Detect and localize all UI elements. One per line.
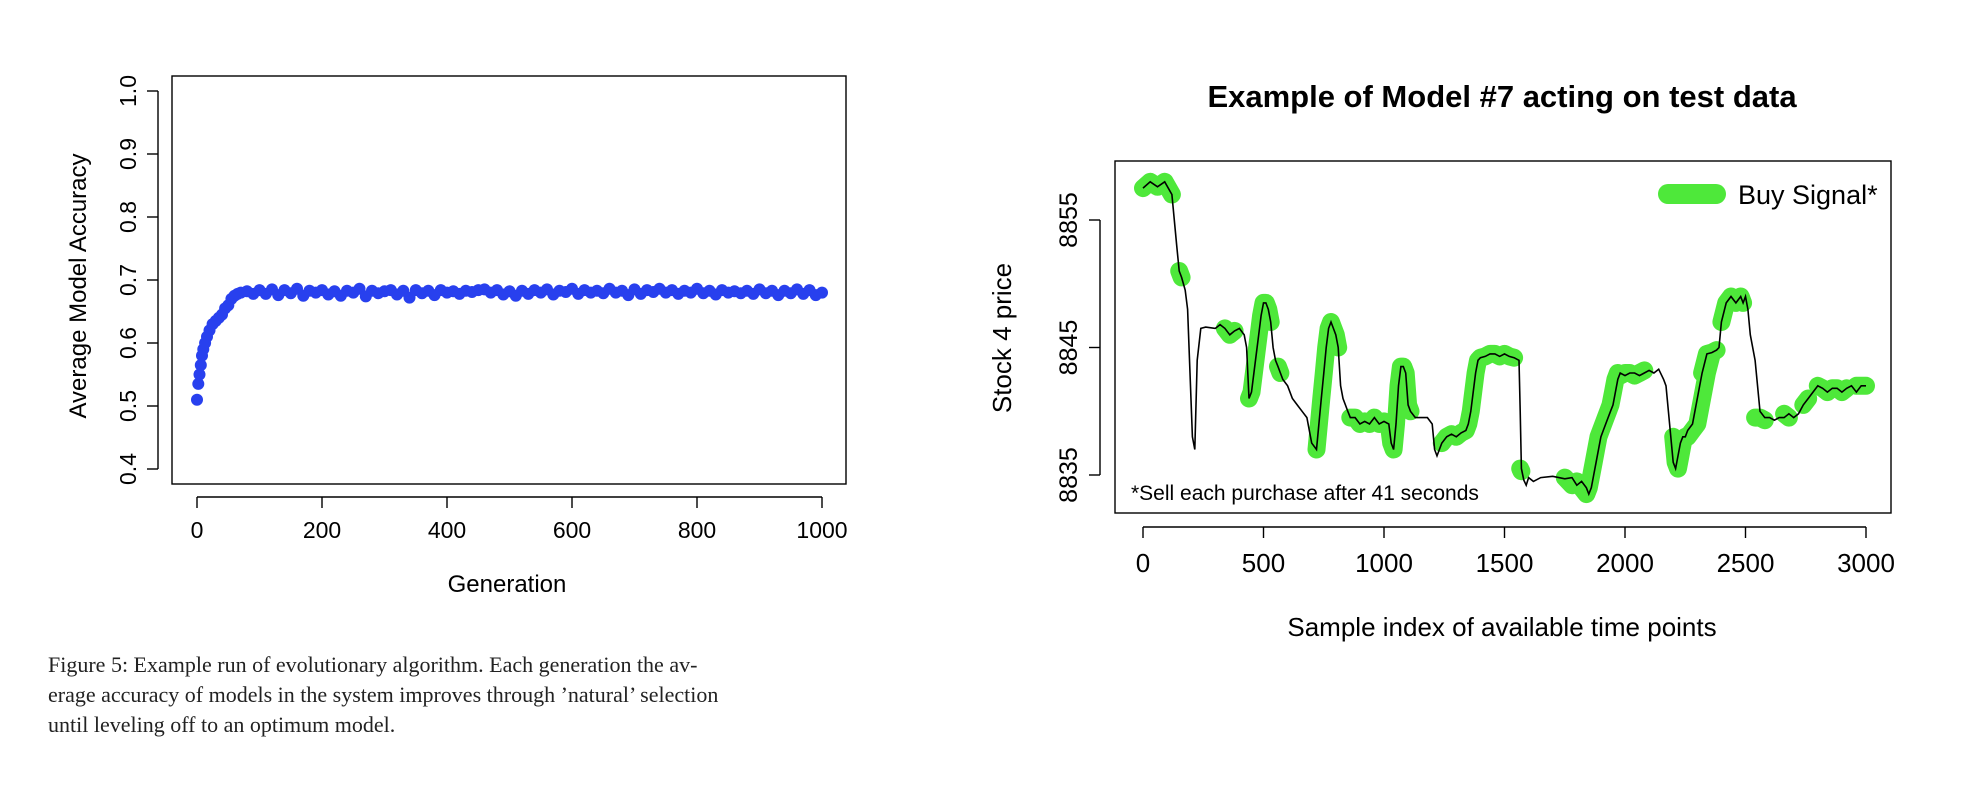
stock-legend: Buy Signal* bbox=[1658, 180, 1878, 210]
buy-signal-segment bbox=[1746, 408, 1774, 430]
accuracy-y-tick-label: 0.9 bbox=[115, 138, 141, 170]
buy-signal-segment bbox=[1664, 344, 1721, 478]
accuracy-x-tick-label: 600 bbox=[553, 517, 591, 543]
stock-price-line bbox=[1142, 180, 1866, 497]
legend-buy-signal-label: Buy Signal* bbox=[1738, 180, 1878, 210]
accuracy-x-tick-label: 800 bbox=[678, 517, 716, 543]
accuracy-y-axis: 0.4 0.5 0.6 0.7 0.8 0.9 1.0 bbox=[115, 75, 159, 485]
stock-x-tick-label: 3000 bbox=[1837, 548, 1895, 578]
accuracy-points bbox=[191, 282, 828, 406]
accuracy-point bbox=[191, 393, 203, 406]
accuracy-x-tick-label: 0 bbox=[191, 517, 204, 543]
stock-plot-frame bbox=[1114, 160, 1892, 514]
accuracy-x-axis-label: Generation bbox=[448, 571, 567, 598]
stock-y-tick-label: 8845 bbox=[1055, 320, 1083, 376]
stock-y-tick-label: 8835 bbox=[1055, 447, 1083, 503]
stock-y-axis: 8835 8845 8855 bbox=[1055, 192, 1101, 503]
caption-line: Figure 5: Example run of evolutionary al… bbox=[48, 652, 698, 677]
stock-x-tick-label: 0 bbox=[1136, 548, 1150, 578]
stock-x-tick-label: 2000 bbox=[1596, 548, 1654, 578]
accuracy-x-axis: 0 200 400 600 800 1000 bbox=[191, 496, 848, 543]
accuracy-y-tick-label: 0.5 bbox=[115, 390, 141, 422]
accuracy-y-tick-label: 0.7 bbox=[115, 264, 141, 296]
stock-x-tick-label: 1000 bbox=[1355, 548, 1413, 578]
buy-signal-segment bbox=[1432, 344, 1524, 453]
stock-x-tick-label: 2500 bbox=[1717, 548, 1775, 578]
accuracy-chart: 0 200 400 600 800 1000 0.40.50.60.70.80.91.0 … bbox=[65, 75, 848, 598]
accuracy-y-axis-label: Average Model Accuracy bbox=[65, 153, 92, 418]
stock-annotation: *Sell each purchase after 41 seconds bbox=[1131, 482, 1479, 505]
accuracy-y-tick-label: 0.6 bbox=[115, 327, 141, 359]
accuracy-x-tick-label: 400 bbox=[428, 517, 466, 543]
accuracy-point bbox=[192, 377, 205, 390]
stock-x-axis: 0 500 1000 1500 2000 2500 3000 bbox=[1136, 526, 1895, 578]
accuracy-y-tick-label: 0.8 bbox=[115, 201, 141, 233]
stock-x-tick-label: 500 bbox=[1242, 548, 1285, 578]
stock-chart: Example of Model #7 acting on test data … bbox=[987, 79, 1895, 642]
stock-y-tick-label: 8855 bbox=[1055, 192, 1083, 248]
accuracy-y-tick-label: 0.4 bbox=[115, 453, 141, 485]
accuracy-y-tick-label: 1.0 bbox=[115, 75, 141, 107]
accuracy-x-tick-label: 1000 bbox=[796, 517, 847, 543]
accuracy-point bbox=[193, 368, 206, 381]
stock-x-tick-label: 1500 bbox=[1476, 548, 1534, 578]
stock-x-axis-label: Sample index of available time points bbox=[1287, 612, 1716, 642]
accuracy-point bbox=[194, 359, 207, 372]
buy-signal-segment bbox=[1555, 361, 1654, 504]
stock-chart-title: Example of Model #7 acting on test data bbox=[1207, 79, 1797, 114]
accuracy-x-tick-label: 200 bbox=[303, 517, 341, 543]
buy-signal-segment bbox=[1341, 357, 1420, 459]
stock-y-axis-label: Stock 4 price bbox=[987, 263, 1017, 413]
caption-line: erage accuracy of models in the system i… bbox=[48, 682, 719, 707]
caption-line: until leveling off to an optimum model. bbox=[48, 712, 396, 737]
buy-signal-marks bbox=[1134, 172, 1875, 504]
accuracy-point bbox=[816, 286, 828, 299]
figure-caption: Figure 5: Example run of evolutionary al… bbox=[48, 650, 868, 740]
accuracy-plot-frame bbox=[171, 75, 847, 485]
